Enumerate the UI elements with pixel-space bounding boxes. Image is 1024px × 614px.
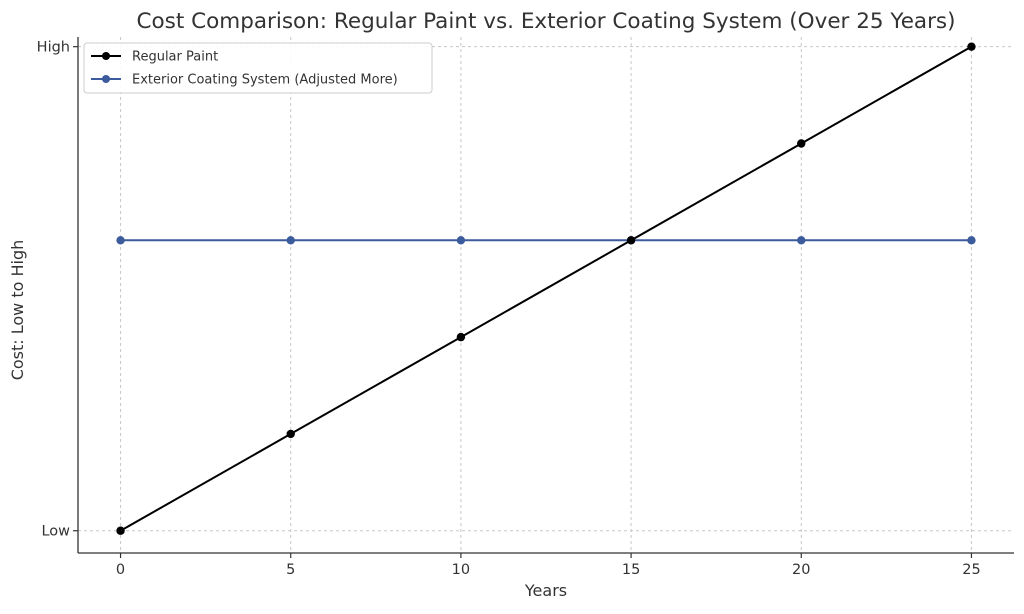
x-tick-label: 5 bbox=[286, 562, 295, 578]
legend-regular-paint-marker bbox=[102, 52, 110, 60]
legend-regular-paint-label: Regular Paint bbox=[132, 50, 218, 65]
regular-paint-point bbox=[456, 332, 466, 342]
coating-system-point bbox=[116, 236, 125, 245]
regular-paint-point bbox=[797, 139, 806, 148]
legend-box bbox=[83, 42, 433, 94]
x-tick-label: 25 bbox=[962, 562, 980, 578]
axes: 0 5 10 15 20 25 Low High bbox=[37, 37, 1014, 578]
regular-paint-point bbox=[286, 429, 295, 439]
legend: Regular Paint Exterior Coating System (Ad… bbox=[83, 42, 433, 94]
coating-system-point bbox=[797, 236, 806, 245]
x-tick-label: 20 bbox=[792, 562, 810, 578]
x-tick-label: 0 bbox=[116, 562, 125, 578]
legend-coating-system-label: Exterior Coating System (Adjusted More) bbox=[132, 73, 398, 88]
y-tick-label: High bbox=[37, 40, 70, 56]
series-layer bbox=[116, 42, 976, 535]
x-axis-label: Years bbox=[524, 581, 567, 600]
legend-coating-system-marker bbox=[102, 75, 110, 83]
coating-system-point bbox=[456, 236, 466, 245]
regular-paint-point bbox=[967, 42, 976, 51]
regular-paint-point bbox=[116, 526, 125, 535]
x-tick-label: 15 bbox=[622, 562, 640, 578]
regular-paint-line bbox=[120, 45, 972, 532]
chart-title: Cost Comparison: Regular Paint vs. Exter… bbox=[136, 9, 955, 34]
regular-paint-point bbox=[626, 236, 636, 245]
coating-system-point bbox=[286, 236, 295, 245]
coating-system-point bbox=[967, 236, 976, 245]
x-tick-label: 10 bbox=[452, 562, 470, 578]
y-axis-label: Cost: Low to High bbox=[8, 240, 27, 381]
y-tick-label: Low bbox=[41, 524, 70, 540]
